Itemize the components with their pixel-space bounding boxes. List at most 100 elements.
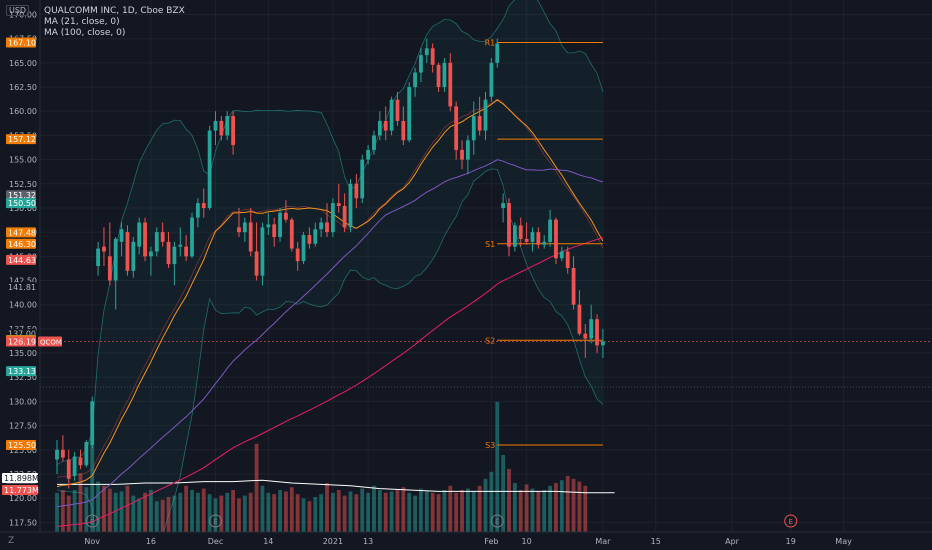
ma21-legend[interactable]: MA (21, close, 0) — [44, 17, 120, 27]
time-tick-label: Mar — [595, 537, 611, 546]
volume-bar — [466, 488, 470, 532]
volume-bar — [354, 494, 359, 532]
price-badge-label: 137.00 — [8, 330, 36, 339]
volume-bar — [207, 494, 212, 532]
candle-body — [166, 241, 171, 265]
volume-bar — [266, 492, 271, 532]
price-tick-label: 125.00 — [9, 446, 37, 455]
price-tick-label: 132.50 — [9, 373, 37, 382]
candle-body — [330, 203, 335, 233]
volume-bar — [178, 492, 183, 532]
candle-body — [554, 219, 558, 259]
candle-body — [266, 224, 271, 228]
price-tick-label: 127.50 — [9, 422, 37, 431]
candle-body — [466, 140, 470, 160]
volume-bar — [536, 491, 541, 532]
time-tick-label: Apr — [725, 537, 740, 546]
volume-bar — [72, 490, 77, 532]
volume-bar — [436, 494, 441, 532]
candle-body — [289, 219, 294, 249]
price-tick-label: 130.00 — [9, 397, 37, 406]
price-tick-label: 117.50 — [9, 518, 37, 527]
candle-body — [143, 222, 147, 257]
candle-body — [125, 232, 130, 271]
price-tick-label: 155.00 — [9, 156, 37, 165]
chart-legend: QUALCOMM INC, 1D, Cboe BZX MA (21, close… — [44, 6, 185, 39]
candle-body — [395, 99, 400, 121]
candle-body — [348, 183, 353, 228]
volume-bar — [125, 485, 130, 532]
axis-mode-icon[interactable]: Z — [8, 536, 15, 546]
volume-bar — [96, 481, 100, 532]
earnings-icon — [490, 514, 504, 528]
volume-bar — [119, 491, 124, 532]
volume-bar — [313, 497, 318, 532]
ma100-legend[interactable]: MA (100, close, 0) — [44, 28, 126, 38]
candle-body — [489, 62, 494, 97]
volume-badge-label: 11.773M — [4, 486, 39, 495]
volume-bar — [530, 488, 535, 532]
volume-bar — [231, 490, 235, 532]
price-tick-label: 160.00 — [9, 107, 37, 116]
bollinger-fill — [57, 0, 603, 550]
volume-bar — [413, 495, 417, 532]
volume-bar — [495, 401, 500, 532]
pivot-label: R1 — [485, 39, 496, 48]
symbol-title[interactable]: QUALCOMM INC, 1D, Cboe BZX — [44, 6, 185, 16]
candle-body — [90, 401, 95, 445]
candle-body — [254, 251, 259, 276]
ma50-line — [56, 159, 604, 508]
volume-bar — [366, 492, 371, 532]
price-badge — [6, 254, 36, 265]
volume-bar — [143, 492, 147, 532]
candle-body — [278, 212, 282, 237]
price-badge-label: 167.10 — [8, 39, 36, 48]
currency-label[interactable]: USD — [6, 5, 30, 16]
candle-body — [495, 43, 500, 63]
volume-bar — [272, 494, 277, 532]
time-axis-bg — [0, 532, 932, 550]
candle-body — [213, 120, 218, 131]
candle-body — [78, 457, 83, 466]
price-badge — [6, 227, 36, 238]
volume-bar — [319, 494, 324, 532]
candle-body — [401, 120, 406, 141]
volume-bar — [419, 488, 423, 532]
bollinger-bands — [56, 0, 604, 550]
price-badge — [6, 238, 36, 249]
price-badge-label: 141.81 — [8, 283, 36, 292]
candle-body — [219, 120, 224, 136]
candle-body — [448, 62, 453, 107]
candle-body — [301, 235, 306, 262]
volume-bar — [454, 492, 459, 532]
price-badge — [6, 282, 36, 293]
earnings-icon — [208, 514, 222, 528]
ma21-line — [56, 99, 604, 488]
time-tick-label: 10 — [522, 537, 532, 546]
candle-body — [231, 116, 235, 146]
volume-bar — [395, 490, 400, 532]
price-badge-label: 157.12 — [8, 135, 36, 144]
volume-bar — [149, 490, 153, 532]
volume-bar — [190, 490, 194, 532]
candle-body — [154, 232, 159, 252]
volume-bar — [489, 471, 494, 532]
price-badge — [6, 134, 36, 145]
candle-body — [419, 55, 423, 73]
price-axis-bg — [0, 0, 40, 550]
volume-bar — [90, 445, 95, 532]
candle-body — [407, 87, 412, 141]
earnings-icon: E — [495, 518, 499, 526]
candle-body — [190, 217, 194, 257]
candle-body — [366, 149, 371, 160]
price-tick-label: 120.00 — [9, 494, 37, 503]
volume-bar — [430, 492, 435, 532]
earnings-icon: E — [213, 518, 217, 526]
candle-body — [96, 248, 100, 266]
candle-body — [583, 333, 588, 339]
volume-ma-line — [57, 479, 615, 494]
volume-bar — [401, 487, 406, 532]
time-tick-label: 16 — [146, 537, 156, 546]
